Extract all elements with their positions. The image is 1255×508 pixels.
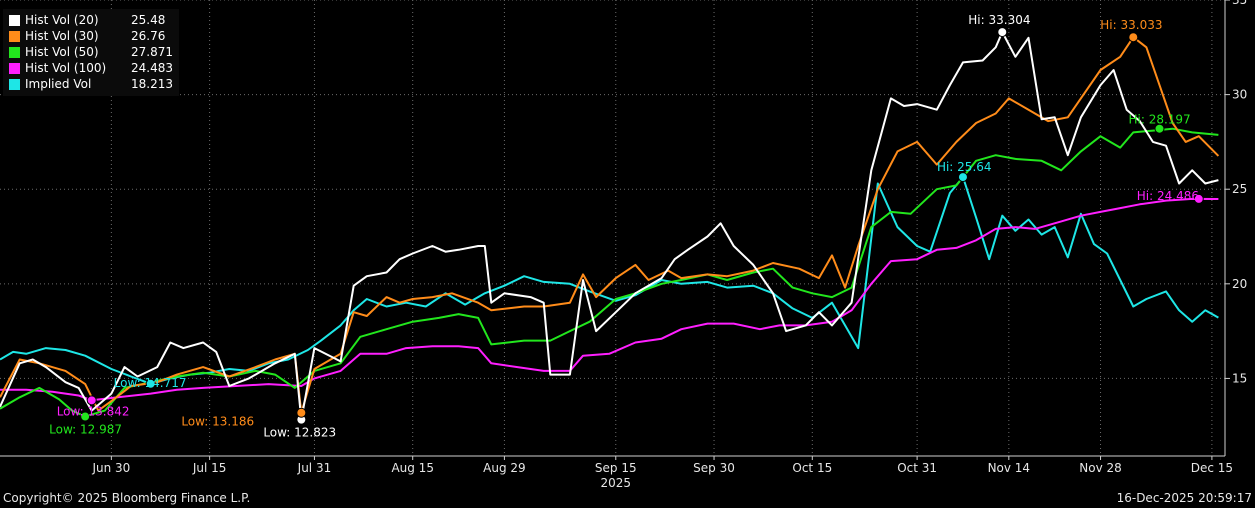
- hi-marker: [1193, 193, 1204, 204]
- x-tick-label: Nov 14: [988, 461, 1031, 475]
- low-marker: [86, 395, 97, 406]
- timestamp-text: 16-Dec-2025 20:59:17: [1116, 491, 1252, 505]
- x-tick-label: Oct 31: [897, 461, 937, 475]
- legend-last-value: 24.483: [131, 61, 173, 75]
- legend-swatch: [9, 30, 20, 42]
- legend-last-value: 18.213: [131, 77, 173, 91]
- low-marker: [296, 407, 307, 418]
- legend-entry: Hist Vol (100) 24.483: [9, 60, 173, 76]
- low-label: Low: 12.987: [49, 423, 122, 437]
- hi-low-labels: Low: 12.823 Hi: 33.304 Low: 13.186 Hi: 33.0…: [49, 13, 1199, 440]
- low-label: Low: 13.842: [57, 404, 130, 418]
- hi-label: Hi: 25.64: [937, 160, 992, 174]
- legend-last-value: 26.76: [131, 29, 166, 43]
- y-tick-label: 35: [1232, 0, 1247, 7]
- x-tick-label: Aug 15: [391, 461, 434, 475]
- hi-label: Hi: 24.486: [1137, 189, 1199, 203]
- hi-label: Hi: 33.304: [968, 13, 1030, 27]
- legend-series-name: Implied Vol: [25, 77, 92, 91]
- legend-entry: Hist Vol (30) 26.76: [9, 28, 173, 44]
- legend-last-value: 25.48: [131, 13, 166, 27]
- series-line: [0, 197, 1219, 402]
- hi-label: Hi: 28.197: [1128, 113, 1190, 127]
- hi-marker: [1154, 123, 1165, 134]
- legend-series-name: Hist Vol (100): [25, 61, 107, 75]
- legend-swatch: [9, 62, 20, 74]
- copyright-text: Copyright© 2025 Bloomberg Finance L.P.: [3, 491, 251, 505]
- grid-lines: [0, 0, 1225, 456]
- hi-label: Hi: 33.033: [1100, 18, 1162, 32]
- series-lines: [0, 31, 1220, 421]
- legend: Hist Vol (20) 25.48 Hist Vol (30) 26.76 Hist…: [3, 9, 179, 96]
- legend-entry: Hist Vol (50) 27.871: [9, 44, 173, 60]
- x-tick-label: Jul 15: [192, 461, 227, 475]
- y-tick-label: 20: [1232, 277, 1247, 291]
- series-line: [0, 36, 1220, 414]
- x-axis-title: 2025: [601, 476, 632, 490]
- legend-last-value: 27.871: [131, 45, 173, 59]
- legend-series-name: Hist Vol (20): [25, 13, 99, 27]
- y-tick-label: 25: [1232, 182, 1247, 196]
- x-tick-label: Jul 31: [297, 461, 332, 475]
- low-label: Low: 13.186: [181, 415, 254, 429]
- legend-series-name: Hist Vol (50): [25, 45, 99, 59]
- hi-marker: [997, 27, 1008, 38]
- low-marker: [145, 378, 156, 389]
- x-tick-label: Oct 15: [792, 461, 832, 475]
- y-tick-label: 30: [1232, 88, 1247, 102]
- x-tick-label: Nov 28: [1079, 461, 1122, 475]
- hi-low-markers: [80, 27, 1204, 425]
- low-label: Low: 14.717: [114, 376, 187, 390]
- low-label: Low: 12.823: [263, 426, 336, 440]
- legend-swatch: [9, 78, 20, 90]
- series-line: [0, 31, 1219, 421]
- hi-marker: [957, 172, 968, 183]
- x-tick-label: Sep 30: [693, 461, 735, 475]
- x-tick-label: Dec 15: [1191, 461, 1233, 475]
- x-tick-label: Sep 15: [595, 461, 637, 475]
- x-tick-label: Jun 30: [91, 461, 130, 475]
- legend-entry: Implied Vol 18.213: [9, 76, 173, 92]
- legend-swatch: [9, 14, 20, 26]
- legend-swatch: [9, 46, 20, 58]
- hi-marker: [1128, 32, 1139, 43]
- legend-series-name: Hist Vol (30): [25, 29, 99, 43]
- low-marker: [80, 411, 91, 422]
- x-tick-label: Aug 29: [483, 461, 526, 475]
- legend-entry: Hist Vol (20) 25.48: [9, 12, 173, 28]
- series-line: [0, 127, 1219, 418]
- y-tick-label: 15: [1232, 371, 1247, 385]
